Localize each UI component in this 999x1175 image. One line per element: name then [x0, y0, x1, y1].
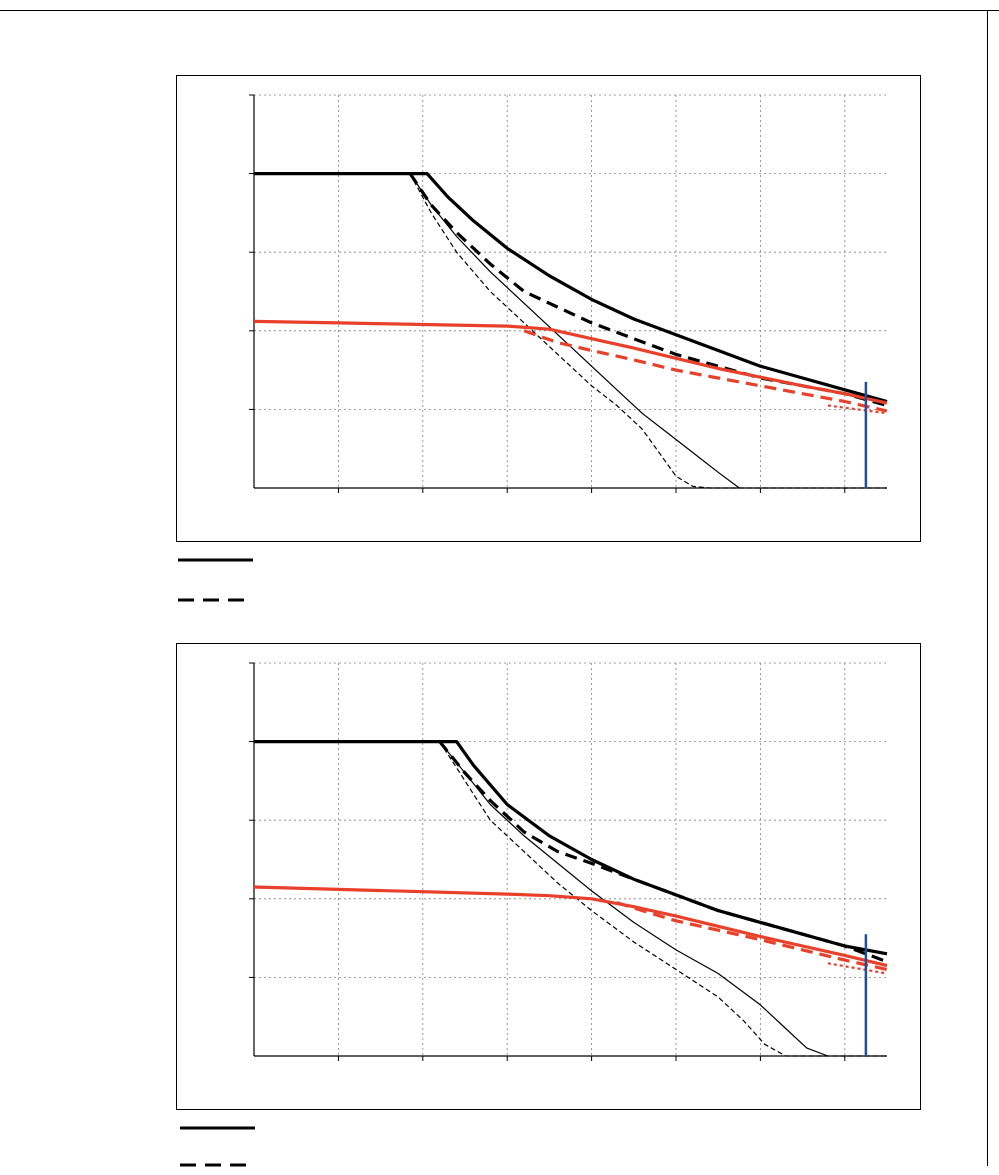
chart-panel-2: [176, 643, 921, 1110]
series-line-3: [409, 173, 740, 489]
chart-2-plot: [249, 662, 888, 1061]
series-line-5: [253, 885, 888, 968]
chart-panel-1: [176, 75, 921, 542]
series-line-1: [254, 739, 888, 956]
page-right-rule: [987, 10, 988, 1166]
series-line-4: [439, 741, 887, 1057]
legend-2-dash-swatch: [180, 1163, 255, 1167]
series-line-3: [439, 741, 829, 1057]
chart-1-plot: [249, 94, 888, 493]
series-line-7: [827, 962, 888, 975]
legend-2-solid: [180, 1118, 260, 1138]
series-line-4: [409, 173, 887, 489]
legend-1-dash: [178, 590, 258, 610]
legend-2-solid-swatch: [180, 1126, 255, 1130]
series-line-5: [253, 319, 888, 405]
series-line-2: [408, 172, 888, 408]
legend-1-dash-swatch: [178, 598, 253, 602]
series-line-2: [438, 740, 888, 964]
legend-1-solid: [178, 550, 258, 570]
legend-2-dash: [180, 1155, 260, 1175]
series-line-6: [523, 329, 888, 413]
series-line-7: [827, 404, 888, 415]
legend-1-solid-swatch: [178, 558, 253, 562]
page-top-rule: [0, 10, 999, 11]
series-line-1: [254, 171, 888, 404]
